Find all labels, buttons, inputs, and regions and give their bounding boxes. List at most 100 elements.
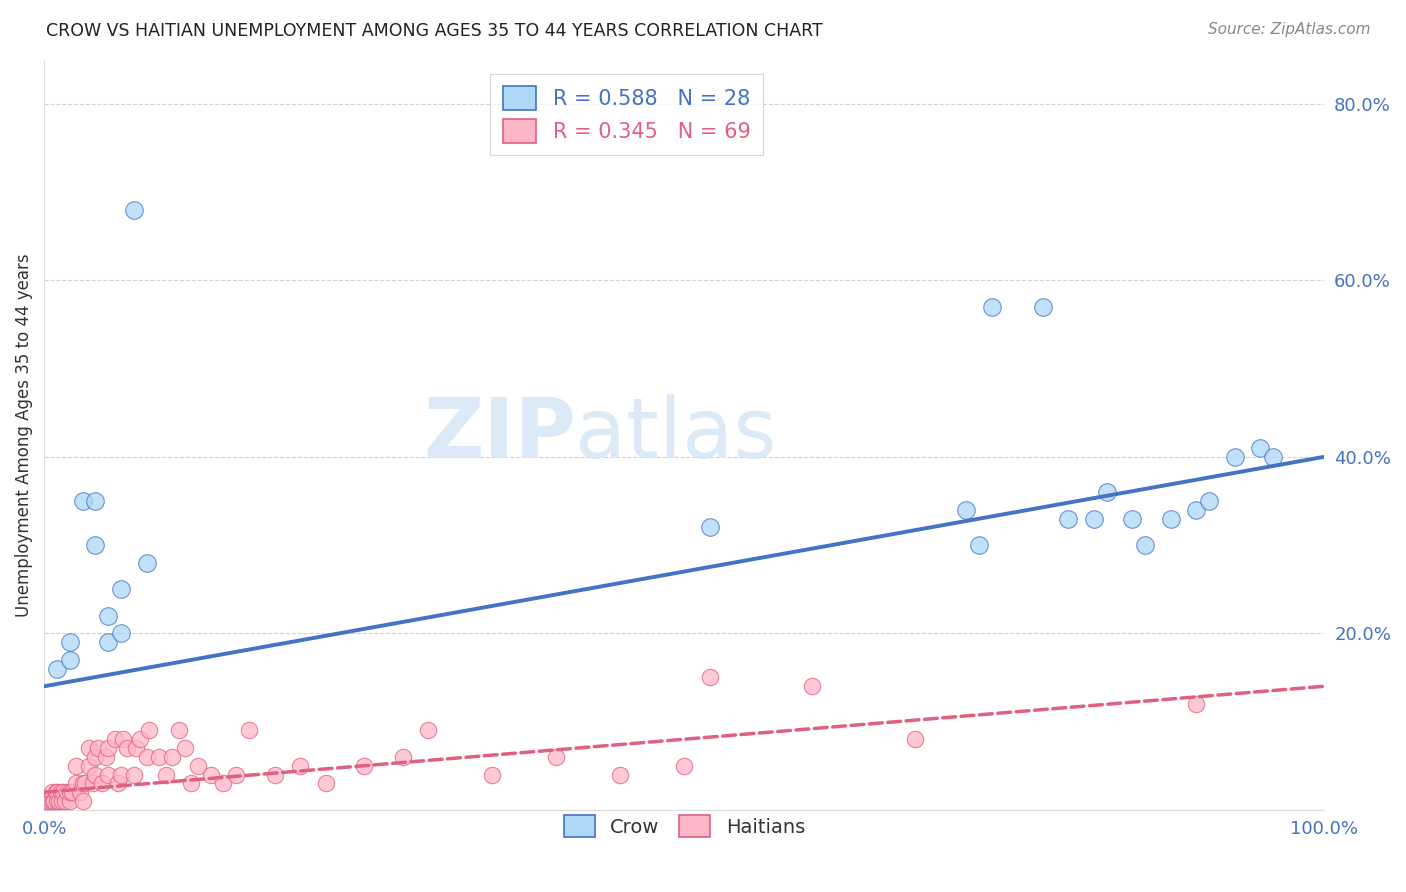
Point bbox=[75, 776, 97, 790]
Point bbox=[238, 723, 260, 738]
Point bbox=[263, 767, 285, 781]
Point bbox=[53, 794, 76, 808]
Point bbox=[72, 494, 94, 508]
Point bbox=[1032, 300, 1054, 314]
Point bbox=[41, 785, 63, 799]
Point bbox=[107, 776, 129, 790]
Point bbox=[45, 794, 67, 808]
Point bbox=[110, 582, 132, 597]
Point bbox=[84, 538, 107, 552]
Point bbox=[1133, 538, 1156, 552]
Point bbox=[112, 732, 135, 747]
Point bbox=[129, 732, 152, 747]
Point bbox=[1198, 494, 1220, 508]
Point bbox=[90, 776, 112, 790]
Point bbox=[699, 670, 721, 684]
Point bbox=[56, 785, 79, 799]
Point bbox=[45, 785, 67, 799]
Point bbox=[391, 750, 413, 764]
Y-axis label: Unemployment Among Ages 35 to 44 years: Unemployment Among Ages 35 to 44 years bbox=[15, 253, 32, 616]
Point bbox=[72, 776, 94, 790]
Point bbox=[59, 635, 82, 649]
Text: atlas: atlas bbox=[575, 394, 778, 475]
Point bbox=[1160, 511, 1182, 525]
Point bbox=[45, 785, 67, 799]
Point bbox=[59, 785, 82, 799]
Text: CROW VS HAITIAN UNEMPLOYMENT AMONG AGES 35 TO 44 YEARS CORRELATION CHART: CROW VS HAITIAN UNEMPLOYMENT AMONG AGES … bbox=[46, 22, 823, 40]
Point bbox=[122, 767, 145, 781]
Point bbox=[69, 785, 91, 799]
Point bbox=[72, 794, 94, 808]
Text: Source: ZipAtlas.com: Source: ZipAtlas.com bbox=[1208, 22, 1371, 37]
Point bbox=[84, 750, 107, 764]
Point bbox=[65, 776, 87, 790]
Point bbox=[60, 785, 83, 799]
Point bbox=[135, 556, 157, 570]
Point bbox=[135, 750, 157, 764]
Point bbox=[97, 608, 120, 623]
Point bbox=[609, 767, 631, 781]
Point bbox=[77, 758, 100, 772]
Point bbox=[97, 741, 120, 756]
Point bbox=[32, 794, 55, 808]
Point bbox=[1083, 511, 1105, 525]
Point bbox=[122, 202, 145, 217]
Point bbox=[45, 662, 67, 676]
Point bbox=[59, 794, 82, 808]
Point bbox=[84, 494, 107, 508]
Point bbox=[97, 635, 120, 649]
Point bbox=[48, 794, 70, 808]
Point bbox=[44, 794, 66, 808]
Point bbox=[546, 750, 568, 764]
Point bbox=[1185, 697, 1208, 711]
Point bbox=[87, 741, 110, 756]
Point bbox=[84, 767, 107, 781]
Point bbox=[65, 758, 87, 772]
Point bbox=[673, 758, 696, 772]
Point bbox=[103, 732, 125, 747]
Point bbox=[51, 794, 73, 808]
Point bbox=[125, 741, 148, 756]
Point bbox=[1057, 511, 1080, 525]
Point bbox=[138, 723, 160, 738]
Point bbox=[97, 767, 120, 781]
Point bbox=[59, 653, 82, 667]
Point bbox=[1249, 441, 1271, 455]
Point bbox=[180, 776, 202, 790]
Point bbox=[699, 520, 721, 534]
Point bbox=[110, 767, 132, 781]
Point bbox=[353, 758, 375, 772]
Point bbox=[980, 300, 1002, 314]
Point bbox=[418, 723, 440, 738]
Point bbox=[148, 750, 170, 764]
Point bbox=[77, 741, 100, 756]
Point bbox=[174, 741, 197, 756]
Point bbox=[49, 785, 72, 799]
Point bbox=[288, 758, 311, 772]
Point bbox=[315, 776, 337, 790]
Point bbox=[801, 679, 824, 693]
Point bbox=[212, 776, 235, 790]
Text: ZIP: ZIP bbox=[423, 394, 575, 475]
Point bbox=[967, 538, 990, 552]
Point bbox=[1121, 511, 1143, 525]
Point bbox=[110, 626, 132, 640]
Point bbox=[82, 776, 104, 790]
Point bbox=[1095, 485, 1118, 500]
Point bbox=[37, 794, 59, 808]
Point bbox=[1263, 450, 1285, 464]
Point bbox=[39, 794, 62, 808]
Point bbox=[481, 767, 503, 781]
Point bbox=[94, 750, 117, 764]
Point bbox=[200, 767, 222, 781]
Point bbox=[52, 785, 75, 799]
Point bbox=[1223, 450, 1246, 464]
Point bbox=[1185, 502, 1208, 516]
Point bbox=[160, 750, 183, 764]
Point bbox=[225, 767, 247, 781]
Point bbox=[167, 723, 190, 738]
Point bbox=[955, 502, 977, 516]
Point bbox=[904, 732, 927, 747]
Legend: Crow, Haitians: Crow, Haitians bbox=[555, 807, 813, 845]
Point bbox=[42, 794, 65, 808]
